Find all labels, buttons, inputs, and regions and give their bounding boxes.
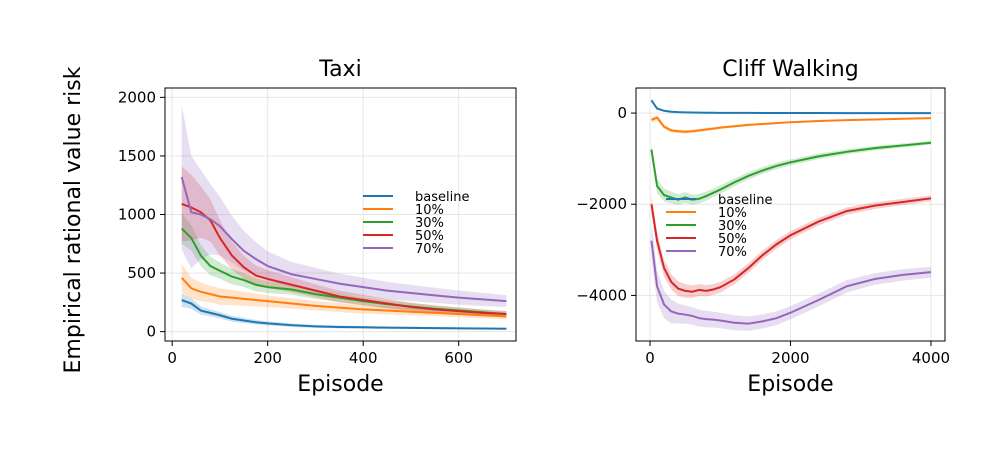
y-tick-label: 500	[127, 264, 156, 282]
y-axis-label: Empirical rational value risk	[61, 66, 86, 373]
legend-label: 10%	[718, 206, 747, 221]
y-tick-label: 0	[146, 323, 156, 341]
y-tick-label: 0	[617, 104, 627, 122]
legend-label: 50%	[718, 232, 747, 247]
series-line-30pct	[650, 141, 932, 201]
chart-title: Taxi	[318, 57, 361, 82]
y-tick-label: −4000	[576, 286, 627, 304]
taxi-panel: 0 200 400 600 0 500 1000 1500 2000 Taxi Episode bas…	[118, 57, 517, 397]
x-axis-label: Episode	[747, 372, 833, 397]
x-tick-label: 2000	[771, 349, 809, 367]
legend-label: baseline	[718, 193, 772, 208]
y-tick-label: −2000	[576, 195, 627, 213]
legend-label: 70%	[415, 242, 444, 257]
series-line-baseline	[181, 299, 507, 330]
y-tick-label: 1500	[118, 147, 156, 165]
series-band-70pct	[181, 104, 507, 308]
legend-label: 10%	[415, 203, 444, 218]
x-axis-label: Episode	[297, 372, 383, 397]
series-band-30pct	[181, 213, 507, 317]
series-line-70pct	[180, 176, 507, 303]
series-line-50pct	[650, 197, 932, 293]
series-band-70pct	[651, 222, 931, 331]
series-band-50pct	[181, 166, 507, 318]
series-band-baseline	[651, 98, 931, 114]
y-tick-label: 2000	[118, 88, 156, 106]
legend-label: baseline	[415, 190, 469, 205]
series-line-baseline	[650, 99, 931, 115]
series-band-10pct	[181, 263, 507, 320]
legend-label: 50%	[415, 229, 444, 244]
series-line-10pct	[651, 116, 931, 133]
legend-label: 70%	[718, 245, 747, 260]
y-tick-label: 1000	[118, 206, 156, 224]
x-tick-label: 4000	[912, 349, 950, 367]
cliff-walking-panel: 0 2000 4000 0 −2000 −4000 Cliff Walking Episode…	[576, 57, 950, 397]
x-tick-label: 200	[253, 349, 282, 367]
series-line-10pct	[180, 277, 507, 318]
chart-title: Cliff Walking	[722, 57, 858, 82]
series-band-50pct	[651, 195, 931, 299]
x-tick-label: 0	[645, 349, 655, 367]
series-line-70pct	[650, 240, 932, 325]
x-tick-label: 400	[349, 349, 378, 367]
legend-label: 30%	[415, 216, 444, 231]
x-tick-label: 0	[167, 349, 177, 367]
series-band-30pct	[651, 140, 931, 206]
legend-label: 30%	[718, 219, 747, 234]
x-tick-label: 600	[444, 349, 473, 367]
